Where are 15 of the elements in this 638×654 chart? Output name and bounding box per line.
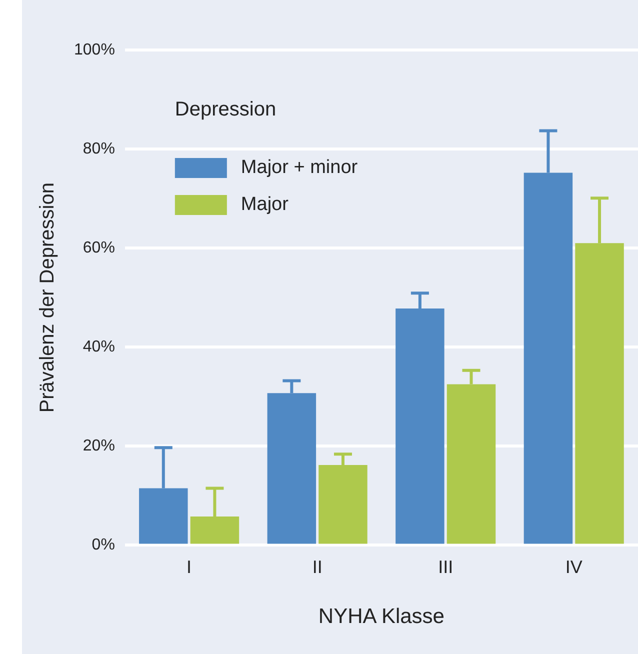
x-tick-label: III xyxy=(438,556,454,577)
y-tick-label: 40% xyxy=(82,338,115,356)
x-axis-title: NYHA Klasse xyxy=(318,605,444,628)
x-tick-label: II xyxy=(312,556,322,577)
y-tick-label: 20% xyxy=(82,438,115,455)
legend-title: Depression xyxy=(174,98,276,121)
y-tick-label: 100% xyxy=(74,41,115,58)
y-tick-label: 0% xyxy=(92,536,115,554)
x-tick-label: I xyxy=(186,556,192,577)
x-tick-label: IV xyxy=(565,556,582,577)
y-axis-title: Prävalenz der Depression xyxy=(36,182,59,413)
y-tick-label: 80% xyxy=(82,140,115,158)
y-tick-label: 60% xyxy=(82,239,115,256)
legend-label: Major + minor xyxy=(240,157,358,178)
legend-label: Major xyxy=(240,194,290,216)
